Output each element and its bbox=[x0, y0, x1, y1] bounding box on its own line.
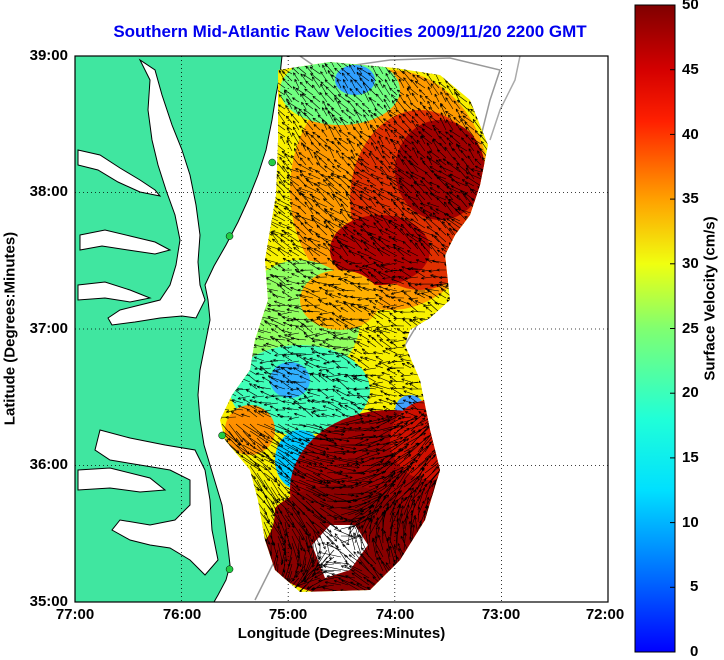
hf-radar-station bbox=[225, 565, 234, 573]
colorbar-label: Surface Velocity (cm/s) bbox=[701, 216, 719, 381]
xtick-72: 72:00 bbox=[585, 606, 625, 623]
x-axis-label: Longitude (Degrees:Minutes) bbox=[237, 625, 446, 642]
cb-tick: 10 bbox=[682, 514, 699, 531]
y-axis-label: Latitude (Degrees:Minutes) bbox=[1, 231, 19, 426]
plot-frame bbox=[74, 55, 609, 603]
ytick-35: 35:00 bbox=[29, 593, 68, 610]
grid-lines bbox=[75, 56, 608, 602]
cb-tick: 50 bbox=[682, 0, 699, 13]
cb-tick: 25 bbox=[682, 320, 699, 337]
xtick-74: 74:00 bbox=[375, 606, 415, 623]
xtick-77: 77:00 bbox=[55, 606, 95, 623]
chesapeake-bay bbox=[107, 58, 206, 326]
chart-title: Southern Mid-Atlantic Raw Velocities 200… bbox=[113, 22, 587, 41]
cb-tick: 5 bbox=[690, 578, 699, 595]
xtick-75: 75:00 bbox=[268, 606, 308, 623]
velocity-field bbox=[220, 62, 488, 592]
hf-radar-station bbox=[268, 158, 276, 167]
ytick-38: 38:00 bbox=[29, 183, 68, 200]
cb-tick: 40 bbox=[682, 126, 699, 143]
ytick-39: 39:00 bbox=[29, 47, 68, 64]
hf-radar-station bbox=[218, 431, 226, 440]
xtick-76: 76:00 bbox=[162, 606, 202, 623]
colorbar bbox=[634, 4, 676, 653]
cb-tick: 45 bbox=[682, 61, 699, 78]
hf-radar-station bbox=[225, 232, 234, 240]
cb-tick: 35 bbox=[682, 190, 699, 207]
cb-tick: 15 bbox=[682, 449, 699, 466]
ytick-37: 37:00 bbox=[29, 320, 68, 337]
ytick-36: 36:00 bbox=[29, 456, 68, 473]
cb-tick: 20 bbox=[682, 384, 699, 401]
cb-tick: 0 bbox=[690, 643, 699, 660]
cb-tick: 30 bbox=[682, 255, 699, 272]
xtick-73: 73:00 bbox=[481, 606, 521, 623]
